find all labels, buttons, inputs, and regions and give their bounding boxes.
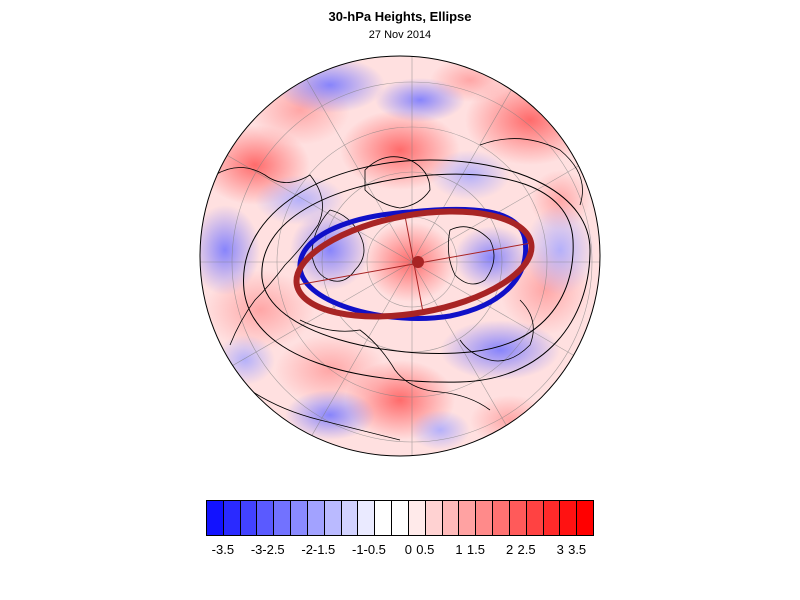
ellipse-center-marker (412, 256, 424, 268)
colorbar-tick-label: 3.5 (568, 542, 587, 557)
colorbar-tick-label: 1.5 (466, 542, 485, 557)
colorbar-swatch (526, 501, 544, 535)
colorbar-swatch (392, 501, 409, 535)
colorbar-swatch (476, 501, 494, 535)
colorbar-tick-label: 3 (556, 542, 564, 557)
colorbar-swatch (207, 501, 224, 535)
colorbar-swatch (425, 501, 443, 535)
globe-outline (199, 55, 601, 457)
colorbar-tick-label: -3.5 (211, 542, 235, 557)
anomaly-field (200, 56, 600, 456)
colorbar-swatch (358, 501, 376, 535)
colorbar-tick-label: 0.5 (416, 542, 435, 557)
colorbar-tick-label: -3 (250, 542, 263, 557)
colorbar-swatch (307, 501, 325, 535)
colorbar-swatch (324, 501, 342, 535)
map-title: 30-hPa Heights, Ellipse (328, 9, 472, 24)
colorbar-tick-label: 1 (455, 542, 463, 557)
colorbar-swatch (240, 501, 258, 535)
colorbar-swatch (274, 501, 292, 535)
colorbar-swatch (341, 501, 359, 535)
colorbar-swatch (375, 501, 393, 535)
colorbar-swatch (291, 501, 308, 535)
colorbar-swatch (459, 501, 477, 535)
colorbar-swatch (442, 501, 460, 535)
colorbar-tick-label: -2 (301, 542, 313, 557)
colorbar-tick-label: -1 (352, 542, 364, 557)
colorbar-swatch (408, 501, 426, 535)
colorbar-swatch (543, 501, 561, 535)
colorbar-tick-label: -1.5 (312, 542, 336, 557)
colorbar-tick-label: 2 (506, 542, 514, 557)
colorbar-swatch (223, 501, 241, 535)
colorbar (206, 500, 594, 536)
fitted-ellipse (293, 208, 535, 320)
colorbar-tick-label: -2.5 (262, 542, 285, 557)
colorbar-swatch (493, 501, 510, 535)
height-contours (243, 159, 591, 383)
colorbar-tick-label: 2.5 (517, 542, 536, 557)
colorbar-swatch (577, 501, 594, 535)
colorbar-swatch (560, 501, 578, 535)
colorbar-labels: -3.5 -3 -2.5 -2 -1.5 -1 -0.5 0 0.5 1 1.5 2 2.5 3 3.5 (206, 542, 594, 560)
map-date: 27 Nov 2014 (368, 29, 432, 41)
colorbar-swatch (257, 501, 275, 535)
colorbar-tick-label: -0.5 (363, 542, 386, 557)
colorbar-tick-label: 0 (404, 542, 413, 557)
colorbar-swatch (509, 501, 527, 535)
